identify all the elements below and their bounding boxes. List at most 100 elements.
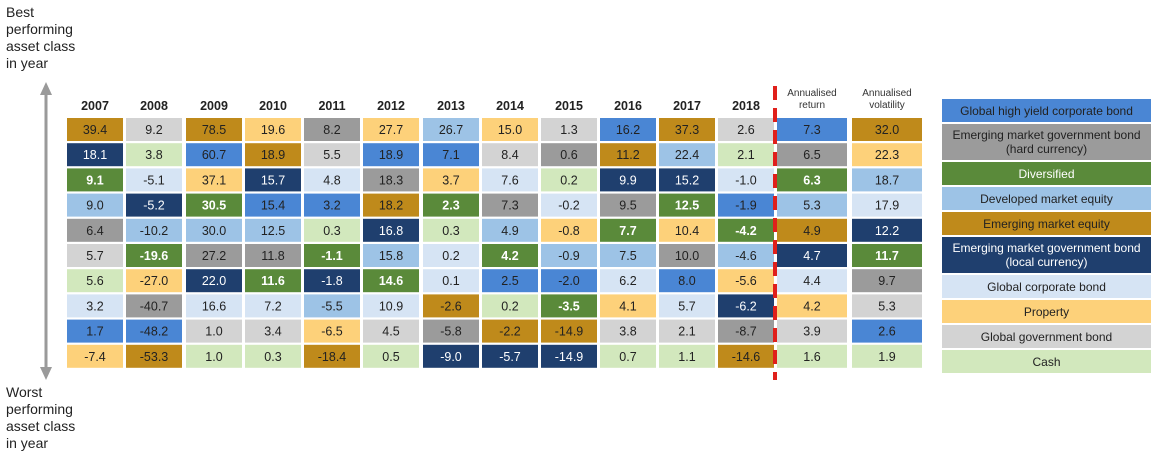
year-2009-value: 27.2 [202, 249, 226, 263]
annualised-volatility-cell [852, 244, 922, 267]
year-2007-cell [67, 168, 123, 192]
year-2016-value: 3.8 [619, 325, 636, 339]
year-2014-value: 8.4 [501, 148, 518, 162]
year-2017-cell [659, 244, 715, 267]
year-2008-cell [126, 344, 182, 368]
year-2012-value: 0.5 [382, 350, 399, 364]
year-2011-value: 8.2 [323, 123, 340, 137]
year-2017-cell [659, 319, 715, 343]
year-2010-value: 19.6 [261, 123, 285, 137]
year-2010-cell [245, 168, 301, 192]
year-2014-cell [482, 244, 538, 267]
year-2014-value: 15.0 [498, 123, 522, 137]
year-2015-value: -0.2 [558, 199, 580, 213]
year-2014-value: 7.6 [501, 173, 518, 187]
year-2017-value: 10.4 [675, 224, 699, 238]
year-2010-value: 15.4 [261, 199, 285, 213]
year-2013-cell [423, 168, 479, 192]
year-2012-value: 4.5 [382, 325, 399, 339]
annualised-volatility-value: 17.9 [875, 199, 899, 213]
vertical-arrow-icon [40, 82, 52, 380]
year-2012-cell [363, 143, 419, 167]
year-2009-value: 1.0 [205, 325, 222, 339]
year-2017-value: 37.3 [675, 123, 699, 137]
year-2010-cell [245, 344, 301, 368]
year-2007-cell [67, 118, 123, 141]
year-2016-cell [600, 344, 656, 368]
annualised-volatility-cell [852, 143, 922, 167]
year-2011-cell [304, 294, 360, 318]
year-2011-cell [304, 193, 360, 217]
year-2012-cell [363, 218, 419, 242]
year-2015-cell [541, 218, 597, 242]
year-2018-cell [718, 294, 774, 318]
year-2018-cell [718, 319, 774, 343]
year-2010-cell [245, 193, 301, 217]
year-2013-value: -2.6 [440, 299, 462, 313]
year-2018-cell [718, 344, 774, 368]
year-2013-value: -5.8 [440, 325, 462, 339]
best-performing-label: Best performing asset class in year [6, 4, 76, 71]
year-2017-value: 12.5 [675, 199, 699, 213]
year-2007-cell [67, 344, 123, 368]
year-2015-cell [541, 118, 597, 141]
year-2012-cell [363, 269, 419, 293]
year-2016-value: 6.2 [619, 274, 636, 288]
year-2012-cell [363, 294, 419, 318]
year-2014-cell [482, 143, 538, 167]
year-2016-cell [600, 269, 656, 293]
year-2010-cell [245, 143, 301, 167]
year-2009-value: 16.6 [202, 299, 226, 313]
year-2013-value: 3.7 [442, 173, 459, 187]
year-2009-cell [186, 344, 242, 368]
annualised-return-value: 3.9 [803, 325, 820, 339]
year-2013-cell [423, 269, 479, 293]
year-2014-cell [482, 193, 538, 217]
annualised-return-value: 4.7 [803, 249, 820, 263]
annualised-return-value: 6.3 [803, 173, 820, 187]
year-2017-cell [659, 218, 715, 242]
legend-item: Diversified [942, 162, 1151, 187]
year-2007-cell [67, 294, 123, 318]
year-2010-cell [245, 294, 301, 318]
year-2012-value: 18.9 [379, 148, 403, 162]
annualised-volatility-value: 5.3 [878, 299, 895, 313]
year-2010-value: 11.6 [261, 274, 285, 288]
year-2012-value: 14.6 [379, 274, 403, 288]
annualised-volatility-value: 12.2 [875, 224, 899, 238]
year-2010-value: 7.2 [264, 299, 281, 313]
year-2007-value: 9.1 [86, 173, 103, 187]
year-2010-value: 15.7 [261, 173, 285, 187]
year-2013-value: 0.2 [442, 249, 459, 263]
year-2013-cell [423, 118, 479, 141]
year-2015-value: -0.8 [558, 224, 580, 238]
year-2011-value: 0.3 [323, 224, 340, 238]
year-header: 2010 [259, 99, 287, 113]
legend-item: Cash [942, 350, 1151, 375]
legend-item: Emerging market government bond (local c… [942, 237, 1151, 275]
year-2015-cell [541, 344, 597, 368]
year-2014-cell [482, 344, 538, 368]
year-2011-value: -5.5 [321, 299, 343, 313]
year-2014-cell [482, 294, 538, 318]
year-2011-value: -18.4 [318, 350, 347, 364]
year-2008-cell [126, 193, 182, 217]
year-2015-cell [541, 244, 597, 267]
year-2008-cell [126, 168, 182, 192]
year-2007-value: 39.4 [83, 123, 107, 137]
year-2015-value: 0.6 [560, 148, 577, 162]
year-2009-cell [186, 218, 242, 242]
year-2011-cell [304, 319, 360, 343]
year-2012-cell [363, 344, 419, 368]
year-2016-value: 9.5 [619, 199, 636, 213]
year-2009-cell [186, 118, 242, 141]
year-2007-cell [67, 319, 123, 343]
year-2017-value: 5.7 [678, 299, 695, 313]
annualised-volatility-cell [852, 218, 922, 242]
annualised-return-cell [777, 168, 847, 192]
year-2016-value: 0.7 [619, 350, 636, 364]
year-2017-value: 8.0 [678, 274, 695, 288]
year-2012-value: 15.8 [379, 249, 403, 263]
year-2018-value: -1.9 [735, 199, 757, 213]
year-2012-value: 18.2 [379, 199, 403, 213]
